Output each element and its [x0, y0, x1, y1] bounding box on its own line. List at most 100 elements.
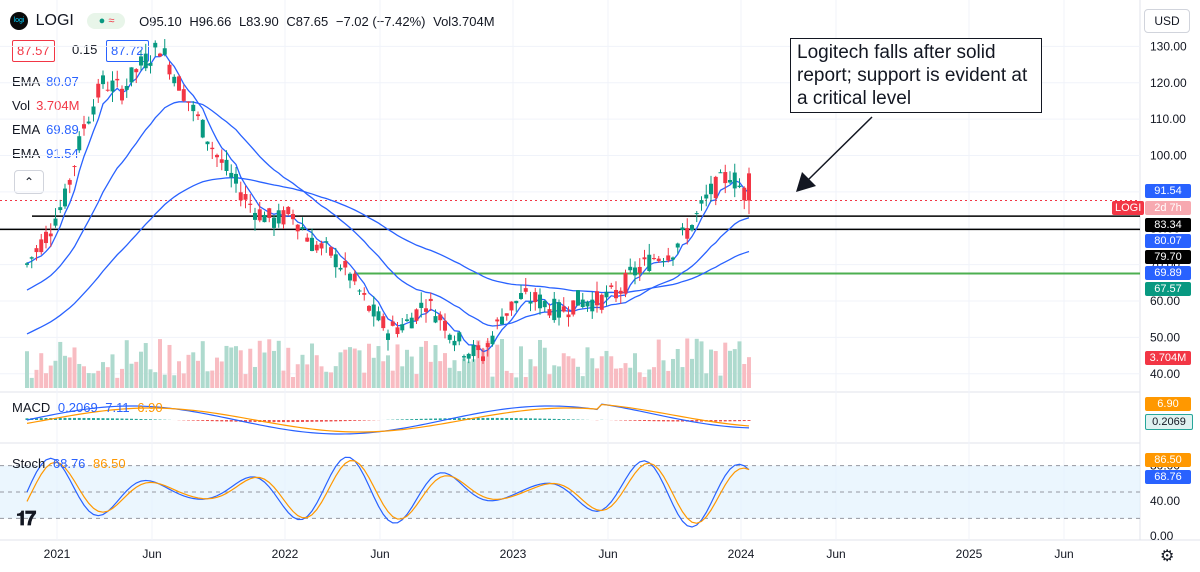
volume-bar	[362, 372, 367, 388]
currency-selector[interactable]: USD	[1144, 9, 1190, 33]
macd-histogram-bar	[676, 420, 680, 422]
macd-histogram-bar	[101, 418, 105, 420]
volume-bar	[462, 358, 466, 388]
candle-body	[642, 257, 647, 260]
volume-bar	[490, 376, 495, 388]
volume-bar	[314, 355, 319, 388]
y-tick-label: 130.00	[1150, 39, 1187, 53]
candle-body	[281, 210, 286, 225]
macd-histogram-bar	[424, 418, 428, 420]
volume-bar	[148, 369, 153, 388]
macd-histogram-bar	[82, 417, 86, 420]
volume-bar	[115, 377, 120, 388]
volume-bar	[633, 353, 637, 388]
indicator-ema-1[interactable]: EMA 80.07	[12, 74, 79, 89]
candle-body	[652, 258, 656, 260]
volume-bar	[124, 340, 129, 388]
volume-bar	[647, 369, 652, 388]
candle-body	[286, 206, 291, 215]
macd-histogram-bar	[244, 420, 247, 422]
market-status-icon[interactable]: ● ≈	[87, 13, 126, 29]
macd-histogram-bar	[229, 420, 233, 422]
volume-bar	[215, 357, 219, 388]
candle-body	[186, 101, 191, 103]
volume-bar	[39, 353, 44, 388]
indicator-volume[interactable]: Vol 3.704M	[12, 98, 80, 113]
macd-histogram-bar	[533, 418, 537, 420]
candle-body	[53, 218, 58, 226]
macd-histogram-bar	[111, 418, 114, 420]
macd-histogram-bar	[310, 420, 314, 422]
symbol-name[interactable]: LOGI	[35, 12, 74, 29]
macd-histogram-bar	[457, 418, 461, 420]
last-price-tag: 91.54	[1145, 184, 1191, 198]
candle-body	[509, 301, 514, 311]
candle-body	[371, 304, 376, 317]
volume-bar	[533, 366, 538, 388]
volume-bar	[675, 348, 680, 388]
volume-bar	[162, 374, 167, 388]
macd-histogram-bar	[305, 420, 309, 422]
macd-histogram-bar	[277, 420, 281, 423]
candle-body	[604, 291, 609, 298]
macd-histogram-bar	[301, 420, 304, 422]
candle-body	[576, 290, 580, 306]
stoch-legend[interactable]: Stoch 68.76 86.50	[12, 456, 126, 471]
macd-histogram-bar	[35, 418, 38, 420]
candle-body	[86, 121, 91, 124]
macd-histogram-bar	[486, 417, 490, 420]
volume-bar	[200, 341, 205, 388]
candle-body	[129, 67, 134, 83]
macd-legend[interactable]: MACD 0.2069 7.11 6.90	[12, 400, 163, 415]
indicator-ema-3[interactable]: EMA 91.54	[12, 146, 79, 161]
candle-body	[694, 213, 699, 215]
candle-body	[63, 188, 67, 207]
stoch-axis-label: 40.00	[1150, 494, 1180, 508]
candle-body	[419, 302, 424, 308]
x-tick-label: 2023	[500, 547, 527, 561]
volume-bar	[642, 376, 647, 388]
collapse-indicators-button[interactable]: ⌃	[14, 170, 44, 194]
macd-histogram-bar	[58, 417, 62, 420]
candle-body	[580, 299, 585, 308]
volume-bar	[310, 343, 314, 388]
candle-body	[352, 273, 357, 282]
close-value: C87.65	[286, 13, 329, 29]
indicator-ema-2[interactable]: EMA 69.89	[12, 122, 79, 137]
volume-bar	[110, 354, 115, 388]
candle-body	[357, 290, 362, 292]
macd-histogram-bar	[25, 418, 29, 420]
volume-bars	[25, 338, 751, 388]
volume-bar	[704, 373, 709, 388]
candle-body	[139, 56, 143, 66]
macd-histogram-bar	[191, 420, 195, 421]
candle-body	[158, 53, 162, 57]
settings-icon[interactable]: ⚙	[1160, 548, 1175, 565]
candle-body	[338, 267, 343, 270]
macd-histogram-bar	[248, 420, 252, 422]
macd-histogram-bar	[324, 420, 328, 422]
volume-bar	[528, 359, 533, 388]
candle-body	[291, 214, 295, 220]
volume-bar	[485, 340, 490, 388]
volume-bar	[557, 366, 561, 388]
annotation-callout[interactable]: Logitech falls after solid report; suppo…	[790, 38, 1042, 113]
macd-histogram-bar	[742, 420, 746, 422]
macd-histogram-bar	[519, 418, 523, 420]
volume-bar	[86, 373, 91, 388]
macd-histogram-bar	[700, 420, 703, 422]
y-tick-label: 40.00	[1150, 367, 1180, 381]
tradingview-logo[interactable]: 𝟏𝟕	[16, 508, 36, 530]
candle-body	[67, 179, 72, 185]
candle-body	[405, 319, 409, 321]
high-value: H96.66	[189, 13, 232, 29]
candle-body	[514, 300, 519, 304]
candle-body	[609, 285, 614, 288]
candle-body	[728, 179, 732, 183]
logo-icon: logi	[10, 12, 28, 30]
candle-body	[34, 248, 39, 253]
candle-body	[44, 231, 48, 244]
candle-body	[196, 114, 200, 117]
volume-bar	[656, 339, 661, 388]
